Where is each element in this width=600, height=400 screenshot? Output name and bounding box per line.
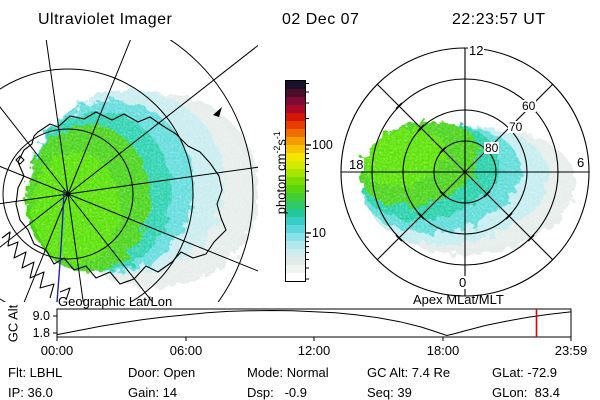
- footer-glat: GLat: -72.9: [492, 365, 558, 380]
- colorbar-step: [286, 169, 305, 177]
- colorbar-step: [286, 241, 305, 249]
- colorbar-step: [286, 105, 305, 113]
- colorbar-unit-sup1: -2: [272, 145, 282, 154]
- colorbar-step: [286, 265, 305, 273]
- strip-xtick-0000: 00:00: [40, 343, 74, 358]
- footer-gcalt: GC Alt: 7.4 Re: [367, 365, 451, 380]
- footer-flt: Flt: LBHL: [8, 365, 63, 380]
- colorbar-tick-10: 10: [312, 226, 326, 240]
- satellite-track: [56, 189, 65, 302]
- footer-door: Door: Open: [128, 365, 196, 380]
- geo-pole-dot: [66, 192, 70, 196]
- footer-dsp: Dsp: -0.9: [247, 385, 307, 400]
- colorbar-step: [286, 161, 305, 169]
- strip-xtick-2359: 23:59: [554, 343, 588, 358]
- colorbar-step: [286, 225, 305, 233]
- colorbar-step: [286, 177, 305, 185]
- colorbar-step: [286, 153, 305, 161]
- geo-meridians: [0, 40, 258, 302]
- mlat-label-70: 70: [508, 120, 524, 134]
- strip-xtick-1800: 18:00: [426, 343, 460, 358]
- colorbar-step: [286, 137, 305, 145]
- apex-circle-tick-dashes: [395, 102, 535, 242]
- footer-gain: Gain: 14: [128, 385, 178, 400]
- colorbar-unit-prefix: photon cm: [273, 153, 289, 215]
- colorbar-step: [286, 121, 305, 129]
- mlt-label-18: 18: [348, 157, 365, 172]
- colorbar-unit-mid: s: [273, 139, 289, 146]
- colorbar-step: [286, 257, 305, 265]
- apex-mlt-spokes: [341, 48, 589, 296]
- colorbar: [285, 80, 306, 282]
- colorbar-step: [286, 81, 305, 89]
- mlt-label-6: 6: [576, 155, 586, 170]
- colorbar-step: [286, 89, 305, 97]
- footer-mode: Mode: Normal: [247, 365, 329, 380]
- colorbar-unit-sup2: -1: [272, 131, 282, 140]
- title-date: 02 Dec 07: [282, 11, 360, 28]
- colorbar-step: [286, 113, 305, 121]
- title-instrument: Ultraviolet Imager: [38, 11, 173, 28]
- mlt-label-12: 12: [468, 43, 485, 58]
- gc-alt-curve: [56, 309, 571, 337]
- circle-arrow-marker: [213, 107, 222, 117]
- mlt-label-0: 0: [458, 275, 468, 290]
- strip-ytick-9: 9.0: [32, 309, 50, 323]
- strip-xtick-1200: 12:00: [297, 343, 331, 358]
- strip-chart: [53, 308, 572, 341]
- footer-ip: IP: 36.0: [8, 385, 53, 400]
- colorbar-step: [286, 129, 305, 137]
- colorbar-step: [286, 273, 305, 281]
- colorbar-step: [286, 217, 305, 225]
- strip-ytick-18: 1.8: [32, 326, 50, 340]
- colorbar-step: [286, 249, 305, 257]
- strip-ylabel: GC Alt: [5, 304, 21, 343]
- geo-plot: [0, 40, 258, 302]
- geo-caption: Geographic Lat/Lon: [58, 294, 173, 309]
- colorbar-step: [286, 97, 305, 105]
- footer-glon: GLon: 83.4: [492, 385, 560, 400]
- strip-axis-ticks: [53, 315, 572, 341]
- strip-xtick-0600: 06:00: [169, 343, 203, 358]
- colorbar-tick-100: 100: [312, 138, 333, 152]
- colorbar-step: [286, 201, 305, 209]
- colorbar-step: [286, 193, 305, 201]
- title-time: 22:23:57 UT: [452, 11, 546, 28]
- mlat-label-60: 60: [521, 99, 537, 113]
- colorbar-step: [286, 145, 305, 153]
- colorbar-step: [286, 233, 305, 241]
- coastline: [1, 111, 227, 301]
- footer-seq: Seq: 39: [367, 385, 412, 400]
- mlat-label-80: 80: [484, 141, 500, 155]
- colorbar-step: [286, 209, 305, 217]
- geo-lat-circles: [0, 40, 258, 302]
- colorbar-step: [286, 185, 305, 193]
- apex-plot: [340, 47, 590, 297]
- colorbar-unit-label: photon cm-2s-1: [257, 80, 288, 280]
- apex-caption: Apex MLat/MLT: [413, 292, 504, 307]
